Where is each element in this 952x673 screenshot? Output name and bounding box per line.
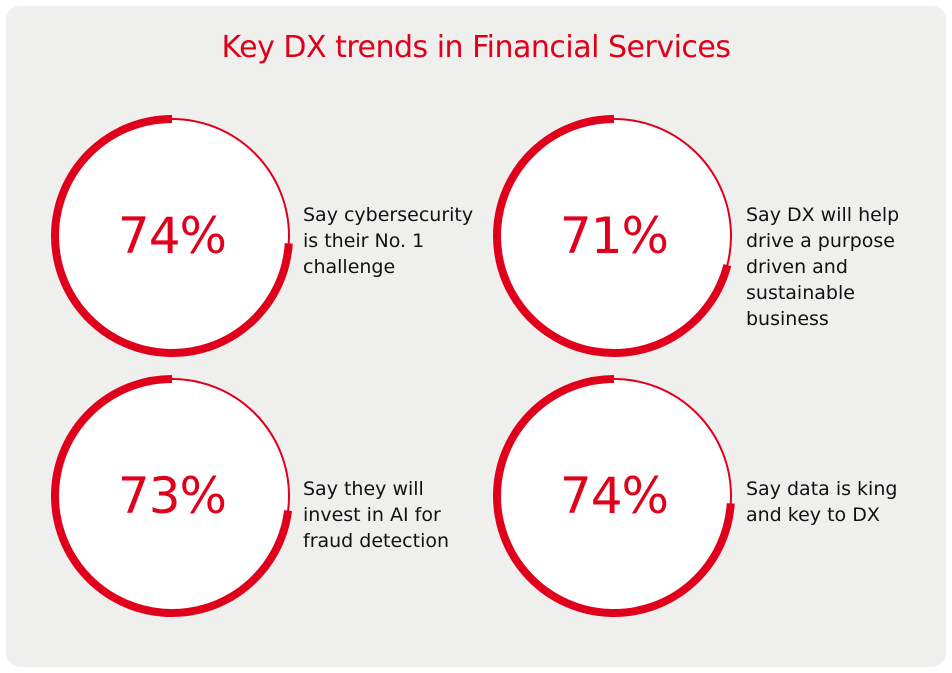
stat-percent-2: 71% — [559, 207, 669, 265]
stat-description-line: Say DX will help — [746, 204, 900, 226]
stat-description-line: and key to DX — [746, 504, 880, 526]
stat-percent-3: 73% — [117, 467, 227, 525]
stat-ring-arc — [51, 115, 293, 357]
stat-description-line: is their No. 1 — [303, 230, 425, 252]
stat-percent-4: 74% — [559, 467, 669, 525]
stat-description-line: driven and — [746, 256, 848, 278]
stat-description-1: Say cybersecurity is their No. 1 challen… — [303, 202, 473, 280]
chart-title: Key DX trends in Financial Services — [221, 30, 731, 65]
stat-description-line: business — [746, 308, 829, 330]
stat-2: 71% — [493, 115, 734, 357]
stat-description-line: invest in AI for — [303, 504, 441, 526]
stat-ring-arc — [493, 115, 732, 357]
stat-description-2: Say DX will help drive a purpose driven … — [746, 202, 899, 332]
stat-description-line: Say data is king — [746, 478, 898, 500]
stat-3: 73% — [51, 375, 293, 617]
stat-description-line: Say they will — [303, 478, 424, 500]
stat-ring-arc — [493, 375, 735, 617]
stat-description-3: Say they will invest in AI for fraud det… — [303, 476, 449, 554]
stat-description-line: Say cybersecurity — [303, 204, 474, 226]
stat-ring-1 — [51, 115, 293, 357]
stat-4: 74% — [493, 375, 735, 617]
stat-description-line: drive a purpose — [746, 230, 895, 252]
stat-description-4: Say data is king and key to DX — [746, 476, 897, 528]
stat-ring-4 — [493, 375, 735, 617]
stat-percent-1: 74% — [117, 207, 227, 265]
stat-description-line: challenge — [303, 256, 396, 278]
stat-1: 74% — [51, 115, 293, 357]
stat-description-line: fraud detection — [303, 530, 450, 552]
stat-ring-3 — [51, 375, 293, 617]
stat-description-line: sustainable — [746, 282, 855, 304]
stat-ring-arc — [51, 375, 293, 617]
stat-ring-2 — [493, 115, 732, 357]
